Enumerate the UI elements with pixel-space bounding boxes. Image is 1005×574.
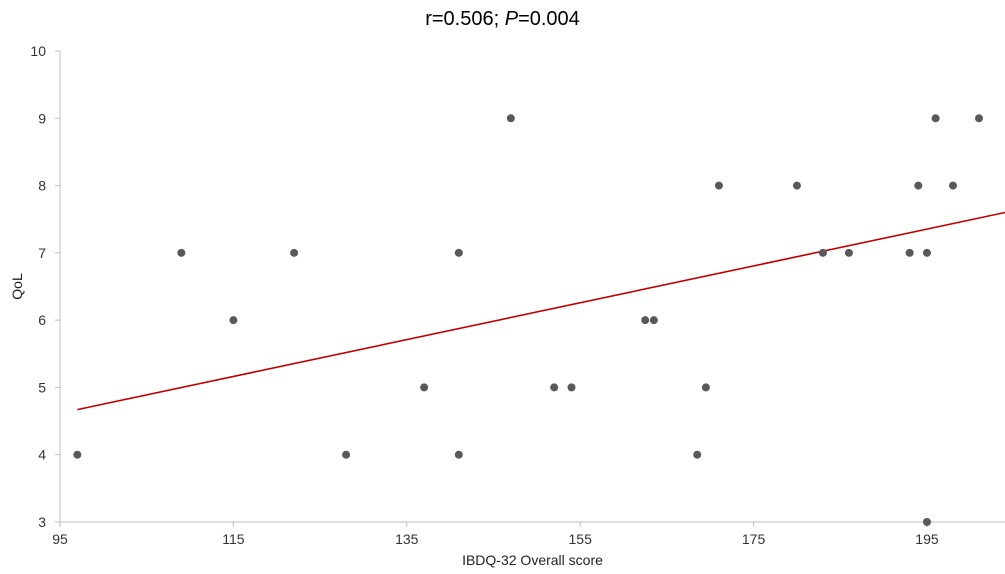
y-tick-label: 5 — [38, 379, 46, 395]
x-tick-label: 95 — [52, 531, 68, 547]
data-point — [818, 248, 827, 257]
data-points — [73, 114, 983, 526]
data-point — [792, 181, 801, 190]
data-point — [454, 248, 463, 257]
data-point — [905, 248, 914, 257]
data-point — [844, 248, 853, 257]
y-tick-label: 3 — [38, 514, 46, 530]
tick-labels: 95 115 135 155 175 195 3 4 5 6 7 8 9 10 — [30, 43, 938, 547]
y-tick-label: 9 — [38, 110, 46, 126]
data-point — [641, 316, 650, 325]
x-tick-label: 155 — [569, 531, 593, 547]
y-tick-label: 10 — [30, 43, 46, 59]
x-tick-label: 175 — [742, 531, 766, 547]
trendline — [77, 211, 1005, 411]
y-tick-label: 4 — [38, 447, 46, 463]
data-point — [914, 181, 923, 190]
data-point — [693, 450, 702, 459]
trendline-group — [77, 211, 1005, 411]
data-point — [649, 316, 658, 325]
data-point — [948, 181, 957, 190]
y-axis-label: QoL — [9, 273, 25, 300]
data-point — [550, 383, 559, 392]
data-point — [922, 518, 931, 526]
title-part-p: P — [504, 8, 519, 30]
data-point — [922, 248, 931, 257]
data-point — [931, 114, 940, 123]
chart-title: r=0.506; P=0.004 — [0, 8, 1005, 31]
data-point — [290, 248, 299, 257]
y-tick-label: 6 — [38, 312, 46, 328]
x-tick-label: 135 — [395, 531, 419, 547]
x-tick-label: 115 — [222, 531, 245, 547]
x-axis-label: IBDQ-32 Overall score — [462, 552, 603, 568]
data-point — [229, 316, 238, 325]
y-tick-label: 8 — [38, 178, 46, 194]
title-part-1: r=0.506; — [425, 8, 505, 30]
data-point — [974, 114, 983, 123]
x-tick-label: 195 — [915, 531, 939, 547]
data-point — [714, 181, 723, 190]
data-point — [342, 450, 351, 459]
data-point — [177, 248, 186, 257]
title-part-3: =0.004 — [518, 8, 580, 30]
data-point — [506, 114, 515, 123]
data-point — [73, 450, 82, 459]
y-tick-label: 7 — [38, 245, 46, 261]
data-point — [454, 450, 463, 459]
data-point — [567, 383, 576, 392]
data-point — [701, 383, 710, 392]
axes — [59, 51, 1005, 523]
data-point — [420, 383, 429, 392]
